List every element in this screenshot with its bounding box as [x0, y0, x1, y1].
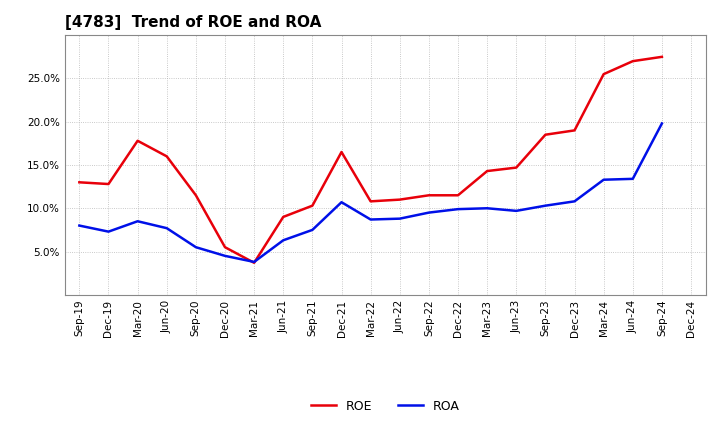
ROA	[629, 176, 637, 181]
ROA	[599, 177, 608, 182]
ROA	[483, 205, 492, 211]
ROE	[629, 59, 637, 64]
ROE	[541, 132, 550, 137]
ROA	[512, 208, 521, 213]
ROE	[483, 169, 492, 174]
ROA	[104, 229, 113, 234]
ROE	[220, 245, 229, 250]
ROA	[570, 199, 579, 204]
ROA	[133, 219, 142, 224]
ROE	[570, 128, 579, 133]
ROE	[104, 181, 113, 187]
ROE	[425, 193, 433, 198]
ROA	[366, 217, 375, 222]
ROA	[454, 206, 462, 212]
ROE	[599, 71, 608, 77]
ROA	[425, 210, 433, 215]
ROE	[337, 150, 346, 155]
ROE	[250, 260, 258, 265]
ROA	[163, 226, 171, 231]
Line: ROE: ROE	[79, 57, 662, 263]
ROA	[657, 121, 666, 126]
ROA	[250, 259, 258, 264]
ROE	[192, 193, 200, 198]
ROE	[163, 154, 171, 159]
ROA	[308, 227, 317, 232]
ROE	[395, 197, 404, 202]
ROE	[75, 180, 84, 185]
ROA	[75, 223, 84, 228]
ROE	[512, 165, 521, 170]
Legend: ROE, ROA: ROE, ROA	[311, 400, 459, 413]
Text: [4783]  Trend of ROE and ROA: [4783] Trend of ROE and ROA	[65, 15, 321, 30]
ROA	[279, 238, 287, 243]
ROE	[133, 138, 142, 143]
ROE	[366, 199, 375, 204]
ROE	[308, 203, 317, 208]
ROA	[220, 253, 229, 259]
ROE	[279, 214, 287, 220]
Line: ROA: ROA	[79, 124, 662, 262]
ROA	[192, 245, 200, 250]
ROA	[337, 200, 346, 205]
ROA	[395, 216, 404, 221]
ROE	[454, 193, 462, 198]
ROA	[541, 203, 550, 208]
ROE	[657, 54, 666, 59]
